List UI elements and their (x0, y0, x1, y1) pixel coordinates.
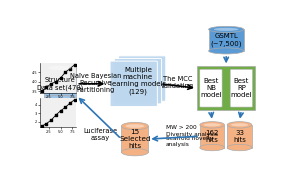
FancyBboxPatch shape (43, 68, 76, 100)
FancyBboxPatch shape (200, 125, 224, 148)
Ellipse shape (121, 122, 148, 130)
Text: Multiple
machine
learning models
(129): Multiple machine learning models (129) (110, 67, 166, 95)
Ellipse shape (43, 64, 76, 72)
Ellipse shape (49, 66, 72, 70)
FancyBboxPatch shape (118, 56, 166, 101)
FancyBboxPatch shape (110, 61, 157, 107)
Text: Best
NB
model: Best NB model (200, 78, 222, 98)
Text: 162
hits: 162 hits (205, 130, 219, 143)
Ellipse shape (227, 122, 252, 128)
Text: The MCC
validating: The MCC validating (161, 76, 194, 89)
FancyBboxPatch shape (114, 58, 162, 104)
FancyBboxPatch shape (197, 66, 255, 110)
Ellipse shape (231, 123, 248, 126)
Ellipse shape (209, 26, 244, 32)
Text: 15
Selected
hits: 15 Selected hits (119, 129, 151, 149)
FancyBboxPatch shape (200, 69, 222, 107)
Ellipse shape (200, 122, 224, 128)
Text: Recursive
Partitioning: Recursive Partitioning (77, 80, 115, 93)
Ellipse shape (227, 144, 252, 151)
Text: MW > 200: MW > 200 (166, 125, 197, 130)
FancyBboxPatch shape (230, 69, 252, 107)
Text: 33
hits: 33 hits (233, 130, 246, 143)
FancyBboxPatch shape (121, 126, 148, 152)
Text: Best
RP
model: Best RP model (230, 78, 252, 98)
Ellipse shape (204, 123, 221, 126)
Text: Luciferase
assay: Luciferase assay (83, 128, 117, 141)
Text: Scaffold novelty
analysis: Scaffold novelty analysis (166, 136, 214, 147)
FancyBboxPatch shape (227, 125, 252, 148)
Ellipse shape (214, 28, 239, 31)
Text: Diversity analysis: Diversity analysis (166, 132, 218, 136)
Text: GSMTL
(~7,500): GSMTL (~7,500) (210, 33, 242, 47)
Ellipse shape (209, 48, 244, 54)
Ellipse shape (43, 95, 76, 104)
Text: Structure
Data set(470): Structure Data set(470) (37, 77, 83, 91)
FancyBboxPatch shape (209, 29, 244, 51)
Text: Naïve Bayesian: Naïve Bayesian (70, 73, 121, 79)
Ellipse shape (200, 144, 224, 151)
Ellipse shape (121, 149, 148, 156)
Ellipse shape (125, 124, 144, 128)
